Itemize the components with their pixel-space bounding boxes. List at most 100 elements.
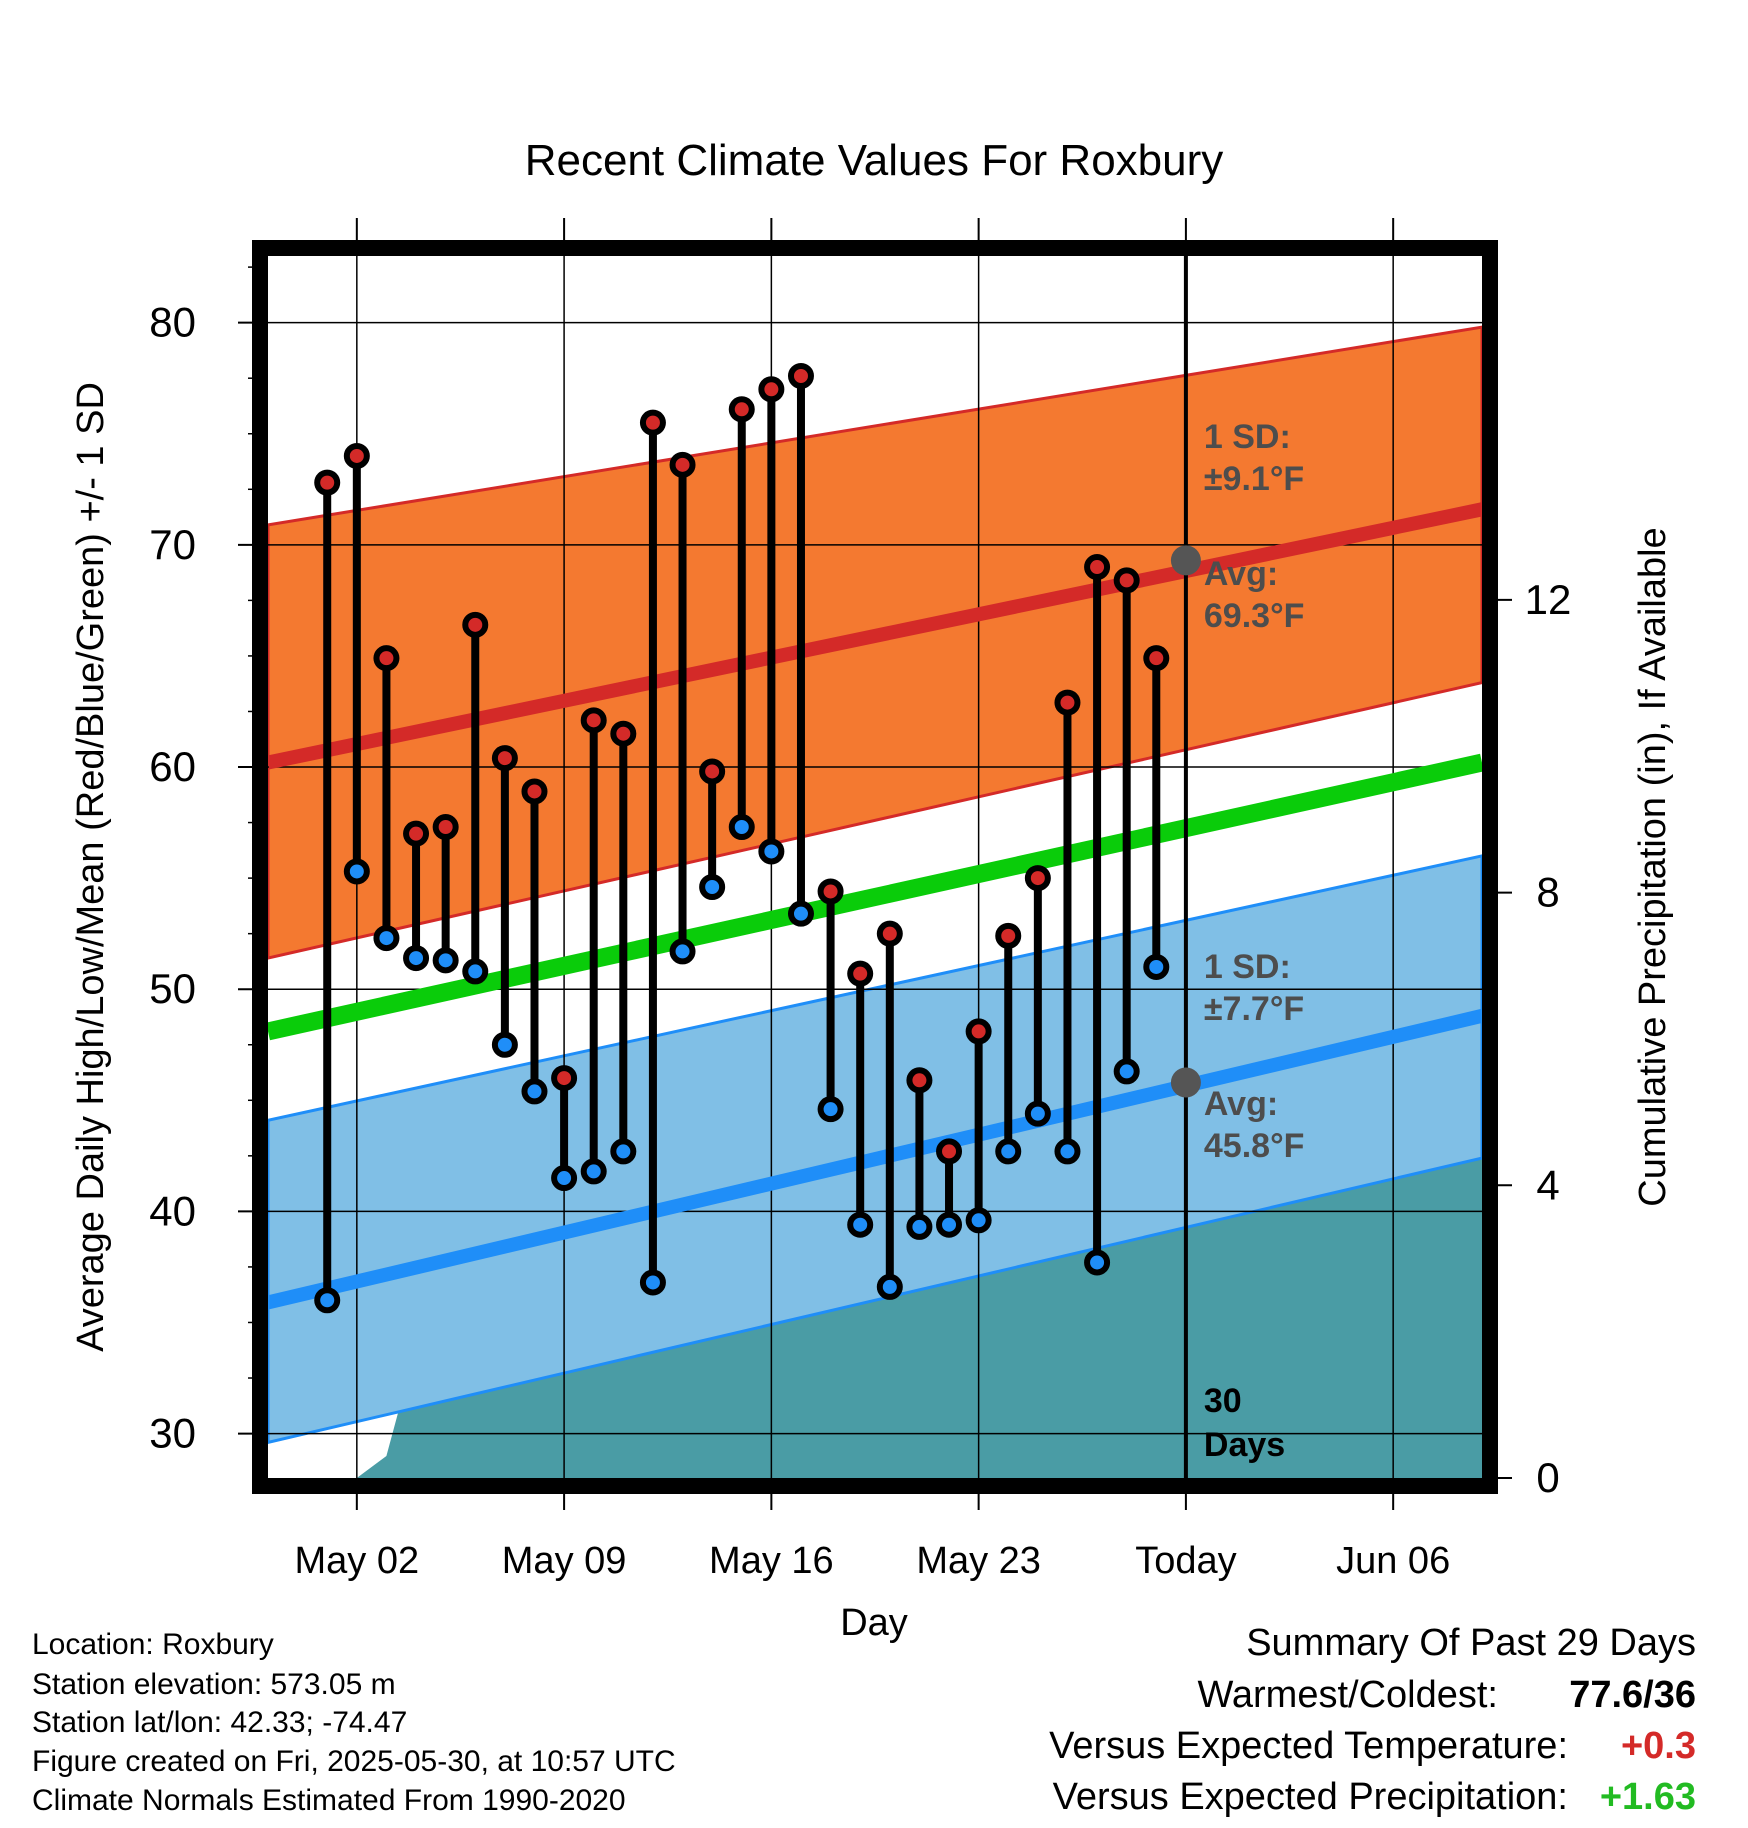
daily-low-point: [491, 1031, 518, 1058]
daily-high-point: [639, 409, 666, 436]
daily-low-point: [373, 925, 400, 952]
low-avg-label: Avg:: [1204, 1085, 1278, 1123]
daily-high-point: [906, 1067, 933, 1094]
footer-created: Figure created on Fri, 2025-05-30, at 10…: [32, 1745, 676, 1778]
daily-high-point: [314, 469, 341, 496]
daily-high-point: [403, 820, 430, 847]
plot-area: [268, 256, 1482, 1478]
daily-low-point: [728, 814, 755, 841]
daily-high-point: [936, 1138, 963, 1165]
window-days-number: 30: [1204, 1382, 1242, 1420]
high-avg-label: Avg:: [1204, 555, 1278, 593]
daily-high-point: [1054, 689, 1081, 716]
summary-warmest-label: Warmest/Coldest:: [1197, 1674, 1498, 1716]
daily-low-point: [610, 1138, 637, 1165]
today-low-avg-marker: [1170, 1067, 1201, 1098]
high-sd-label: 1 SD:: [1204, 418, 1291, 456]
daily-low-point: [639, 1269, 666, 1296]
y2-tick-label: 4: [1536, 1161, 1559, 1208]
summary-warmest-value: 77.6/36: [1569, 1674, 1696, 1716]
daily-low-point: [669, 938, 696, 965]
daily-low-point: [847, 1211, 874, 1238]
footer-latlon: Station lat/lon: 42.33; -74.47: [32, 1706, 408, 1739]
summary-temp-row: Versus Expected Temperature: +0.3: [0, 1725, 1748, 1771]
high-avg-value: 69.3°F: [1204, 597, 1305, 635]
daily-high-point: [551, 1065, 578, 1092]
daily-low-point: [699, 873, 726, 900]
x-tick-label: May 16: [709, 1540, 834, 1582]
summary-title: Summary Of Past 29 Days: [1246, 1622, 1696, 1664]
y-tick-label: 60: [149, 743, 196, 790]
summary-precip-value: +1.63: [1599, 1776, 1696, 1818]
daily-low-point: [1113, 1058, 1140, 1085]
normal-high-line: [268, 502, 1482, 770]
observations-layer: [314, 362, 1170, 1314]
normal-mean-line: [268, 753, 1482, 1041]
y2-axis-label: Cumulative Precipitation (in), If Availa…: [1632, 527, 1674, 1206]
daily-low-point: [432, 947, 459, 974]
daily-high-point: [1113, 567, 1140, 594]
daily-low-point: [1054, 1138, 1081, 1165]
low-sd-band: [268, 854, 1482, 1444]
summary-temp-label: Versus Expected Temperature:: [1049, 1725, 1568, 1767]
y-tick-label: 40: [149, 1187, 196, 1234]
annotations: 1 SD: ±9.1°F Avg: 69.3°F 1 SD: ±7.7°F Avg: 45.8…: [1204, 418, 1305, 1464]
daily-low-point: [1024, 1100, 1051, 1127]
daily-low-point: [787, 900, 814, 927]
daily-high-point: [847, 960, 874, 987]
daily-high-point: [787, 362, 814, 389]
daily-high-point: [669, 451, 696, 478]
y2-tick-label: 0: [1536, 1454, 1559, 1501]
daily-high-point: [1084, 554, 1111, 581]
daily-high-point: [876, 920, 903, 947]
daily-low-point: [876, 1273, 903, 1300]
y-tick-label: 50: [149, 965, 196, 1012]
x-tick-label: Jun 06: [1336, 1540, 1450, 1582]
daily-low-point: [906, 1213, 933, 1240]
y2-tick-label: 12: [1525, 576, 1572, 623]
low-avg-value: 45.8°F: [1204, 1127, 1305, 1165]
daily-low-point: [314, 1287, 341, 1314]
footer-elevation: Station elevation: 573.05 m: [32, 1668, 396, 1701]
daily-high-point: [610, 720, 637, 747]
y-tick-label: 30: [149, 1410, 196, 1457]
y-tick-label: 70: [149, 521, 196, 568]
x-tick-label: May 23: [916, 1540, 1041, 1582]
summary-warmest-row: Warmest/Coldest: 77.6/36: [0, 1674, 1748, 1720]
low-sd-value: ±7.7°F: [1204, 990, 1304, 1028]
daily-high-point: [758, 376, 785, 403]
daily-high-point: [373, 645, 400, 672]
y2-tick-label: 8: [1536, 869, 1559, 916]
daily-low-point: [965, 1207, 992, 1234]
footer-location: Location: Roxbury: [32, 1628, 274, 1661]
daily-high-point: [343, 442, 370, 469]
plot-frame: [252, 240, 1498, 1494]
x-tick-label: May 09: [502, 1540, 627, 1582]
daily-high-point: [817, 878, 844, 905]
today-markers: [1170, 545, 1201, 1098]
summary-precip-label: Versus Expected Precipitation:: [1052, 1776, 1568, 1818]
chart-title: Recent Climate Values For Roxbury: [525, 136, 1224, 185]
daily-low-point: [758, 838, 785, 865]
daily-high-point: [995, 922, 1022, 949]
normal-low-line: [268, 1009, 1482, 1310]
y-axis-label: Average Daily High/Low/Mean (Red/Blue/Gr…: [70, 382, 112, 1352]
daily-low-point: [403, 945, 430, 972]
daily-low-point: [995, 1138, 1022, 1165]
daily-low-point: [580, 1158, 607, 1185]
window-days-unit: Days: [1204, 1426, 1285, 1464]
normal-lines-layer: [268, 502, 1482, 1310]
daily-high-point: [1024, 865, 1051, 892]
x-tick-label: Today: [1135, 1540, 1236, 1582]
daily-low-point: [551, 1165, 578, 1192]
daily-high-point: [491, 745, 518, 772]
summary-precip-row: Versus Expected Precipitation: +1.63: [0, 1776, 1748, 1822]
daily-low-point: [521, 1078, 548, 1105]
daily-low-point: [936, 1211, 963, 1238]
daily-low-point: [1143, 953, 1170, 980]
daily-high-point: [521, 778, 548, 805]
x-tick-label: May 02: [295, 1540, 420, 1582]
daily-low-point: [462, 958, 489, 985]
summary-temp-value: +0.3: [1620, 1725, 1696, 1767]
